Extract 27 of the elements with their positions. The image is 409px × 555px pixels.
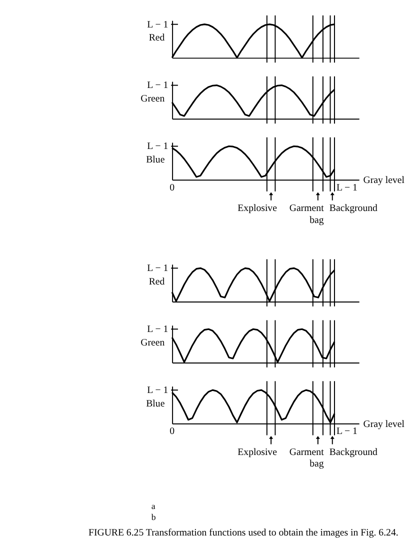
text: L − 1 (336, 426, 358, 438)
text: 0 (170, 426, 175, 438)
text: L − 1 (336, 182, 358, 194)
text: L − 1 (147, 19, 168, 30)
y-axis-title: Red (148, 32, 165, 44)
x-axis-title: Gray level (363, 418, 405, 430)
text: L − 1 (147, 141, 168, 152)
text: Background (329, 203, 378, 214)
text: L − 1 (147, 263, 168, 274)
text: a (151, 500, 156, 511)
text: L − 1 (147, 80, 168, 92)
text: Background (329, 446, 378, 458)
y-axis-title: Blue (146, 398, 166, 410)
text: L − 1 (147, 324, 168, 336)
text: Garment bag (289, 446, 324, 470)
x-axis-title: Gray level (363, 175, 405, 186)
text: Explosive (238, 446, 278, 458)
text: Explosive (238, 203, 278, 214)
text: b (151, 512, 156, 522)
text: L − 1 (147, 385, 168, 396)
y-axis-title: Green (140, 337, 165, 348)
y-axis-title: Green (140, 94, 165, 105)
y-axis-title: Blue (146, 154, 166, 166)
caption: FIGURE 6.25 Transformation functions used to obtain the images in Fig. 6.24. (88, 528, 398, 539)
y-axis-title: Red (148, 276, 165, 288)
text: 0 (170, 182, 175, 194)
text: Garment bag (289, 203, 324, 226)
